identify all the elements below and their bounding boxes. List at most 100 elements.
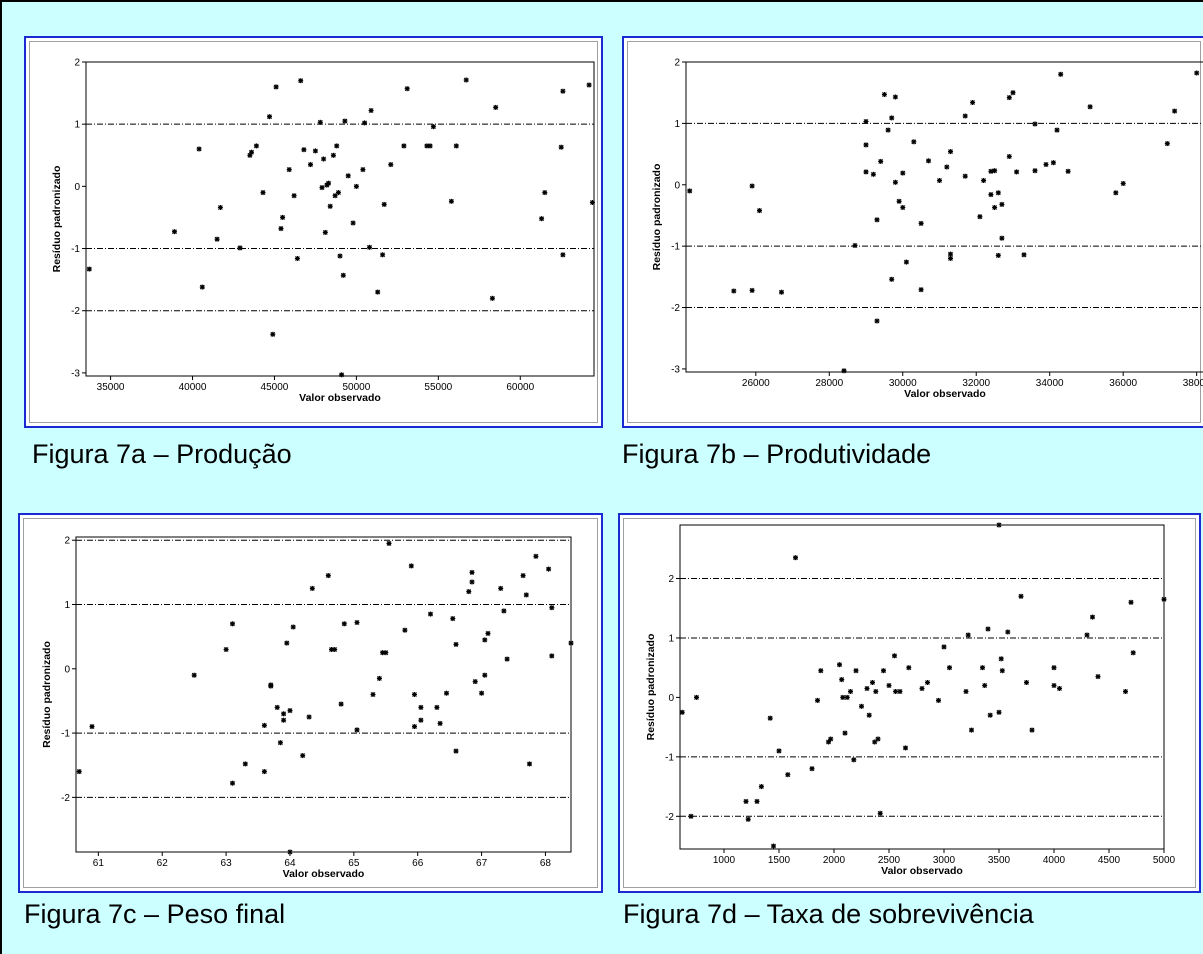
data-point <box>381 201 387 207</box>
data-point <box>1058 71 1064 77</box>
data-point <box>1172 108 1178 114</box>
y-tick-label: -2 <box>671 303 680 314</box>
data-point <box>196 146 202 152</box>
data-point <box>453 748 459 754</box>
x-tick-label: 34000 <box>1036 378 1064 389</box>
data-point <box>301 147 307 153</box>
data-point <box>402 627 408 633</box>
data-point <box>339 372 345 378</box>
data-point <box>995 190 1001 196</box>
data-point <box>230 621 235 627</box>
data-point <box>785 772 791 778</box>
data-point <box>270 331 276 337</box>
y-tick-label: 1 <box>64 600 70 611</box>
data-point <box>841 368 847 374</box>
data-point <box>1084 632 1090 638</box>
data-point <box>214 236 220 242</box>
x-tick-label: 67 <box>476 858 488 869</box>
data-point <box>498 585 504 591</box>
x-tick-label: 38000 <box>1183 378 1203 389</box>
data-point <box>280 214 286 220</box>
data-point <box>892 179 898 185</box>
x-tick-label: 62 <box>157 858 169 869</box>
data-point <box>217 205 223 210</box>
data-point <box>367 244 372 250</box>
x-tick-label: 64 <box>284 858 296 869</box>
data-point <box>589 200 595 205</box>
scatter-plot-7d: -2 -1 0 1 2 1000 1500 2000 2500 3000 3500 4000 4500 5… <box>645 522 1176 877</box>
data-point <box>546 566 552 572</box>
x-tick-label: 60000 <box>506 382 534 393</box>
y-tick-label: 1 <box>74 120 80 131</box>
data-point <box>354 727 360 733</box>
chart-panel-7b: -3 -2 -1 0 1 2 26000 28000 30000 32000 34000 36000 3… <box>622 36 1203 428</box>
data-point <box>999 235 1005 241</box>
data-point <box>404 86 410 92</box>
x-axis-label: Valor observado <box>881 865 963 877</box>
data-point <box>874 318 880 324</box>
data-point <box>1164 141 1170 147</box>
data-point <box>749 287 755 293</box>
data-point <box>828 736 834 742</box>
x-axis-label: Valor observado <box>299 392 381 404</box>
data-point <box>863 142 869 148</box>
data-point <box>963 689 969 694</box>
data-point <box>334 143 340 149</box>
data-point <box>493 104 499 110</box>
x-tick-label: 26000 <box>742 378 770 389</box>
x-tick-label: 63 <box>221 858 233 869</box>
data-point <box>878 158 884 164</box>
scatter-plot-7c: -2 -1 0 1 2 61 62 63 64 65 66 67 68 Valor observado Re… <box>41 536 574 880</box>
data-point <box>428 611 433 617</box>
x-tick-label: 5000 <box>1153 855 1176 866</box>
data-point <box>376 675 382 681</box>
data-point <box>999 668 1005 674</box>
data-point <box>688 813 694 819</box>
data-point <box>172 229 177 235</box>
data-point <box>338 701 344 707</box>
x-axis-label: Valor observado <box>904 388 986 400</box>
data-point <box>896 198 902 204</box>
data-point <box>977 214 983 220</box>
data-point <box>1006 95 1012 101</box>
data-point <box>290 624 296 630</box>
x-tick-label: 1500 <box>768 855 791 866</box>
data-point <box>998 656 1004 662</box>
caption-7b: Figura 7b – Produtividade <box>622 439 932 469</box>
plot-frame <box>679 524 1165 850</box>
data-point <box>985 626 991 632</box>
data-point <box>427 143 433 149</box>
data-point <box>866 712 872 718</box>
data-point <box>253 143 259 149</box>
y-tick-label: 0 <box>64 664 70 675</box>
data-point <box>859 703 864 709</box>
data-point <box>284 640 290 646</box>
data-point <box>1051 683 1057 688</box>
y-tick-label: 1 <box>674 119 680 130</box>
data-point <box>568 640 574 646</box>
data-point <box>412 692 417 697</box>
data-point <box>450 616 456 622</box>
data-point <box>482 637 488 643</box>
data-point <box>520 573 526 579</box>
data-point <box>767 715 773 721</box>
data-point <box>941 644 947 650</box>
data-point <box>995 252 1001 258</box>
data-point <box>354 620 360 625</box>
data-point <box>249 149 254 155</box>
data-point <box>863 119 869 124</box>
data-point <box>542 190 548 196</box>
data-point <box>326 180 331 186</box>
data-point <box>386 540 392 546</box>
data-point <box>466 589 472 595</box>
data-point <box>286 167 292 173</box>
data-point <box>287 708 293 714</box>
data-point <box>362 120 368 126</box>
data-point <box>877 810 883 816</box>
x-tick-label: 61 <box>93 858 105 869</box>
y-axis-label: Resíduo padronizado <box>645 634 657 741</box>
data-point <box>903 259 909 265</box>
data-point <box>842 730 848 736</box>
chart-area-7c <box>23 518 598 888</box>
